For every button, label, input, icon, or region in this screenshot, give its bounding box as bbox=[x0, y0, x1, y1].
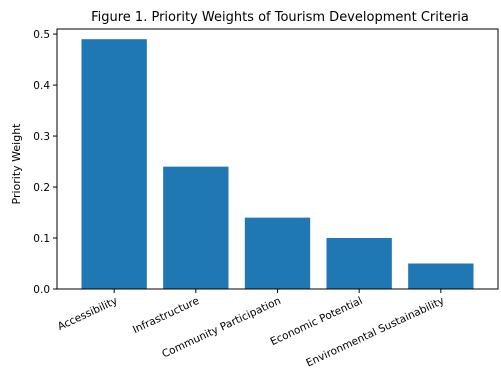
chart-title: Figure 1. Priority Weights of Tourism De… bbox=[91, 10, 469, 25]
bar-0 bbox=[81, 39, 147, 290]
x-tick-label-4: Environmental Sustainability bbox=[304, 295, 446, 370]
y-tick-label-0: 0.0 bbox=[33, 284, 50, 296]
x-tick-label-0: Accessibility bbox=[56, 295, 120, 333]
y-axis-label: Priority Weight bbox=[10, 123, 23, 205]
y-tick-label-5: 0.5 bbox=[33, 29, 50, 41]
bar-3 bbox=[326, 238, 392, 289]
plot-frame bbox=[56, 28, 499, 290]
y-ticks-group: 0.0 0.1 0.2 0.3 0.4 0.5 bbox=[33, 29, 57, 296]
bar-4 bbox=[408, 263, 474, 289]
y-tick-label-1: 0.1 bbox=[33, 233, 50, 245]
y-tick-label-3: 0.3 bbox=[33, 131, 50, 143]
bars-group bbox=[81, 39, 474, 290]
y-tick-label-4: 0.4 bbox=[33, 80, 50, 92]
bar-2 bbox=[244, 217, 311, 289]
bar-1 bbox=[163, 166, 229, 289]
x-tick-label-1: Infrastructure bbox=[131, 295, 201, 336]
y-tick-label-2: 0.2 bbox=[33, 182, 50, 194]
